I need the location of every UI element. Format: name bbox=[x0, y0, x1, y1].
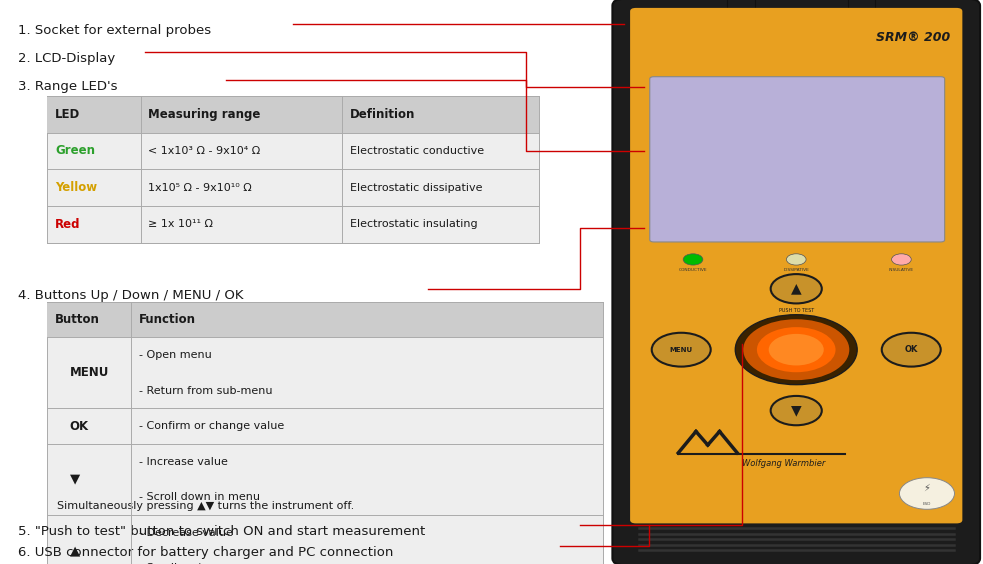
Circle shape bbox=[771, 396, 822, 425]
Text: Measuring range: Measuring range bbox=[148, 108, 260, 121]
Text: Button: Button bbox=[55, 313, 100, 326]
Circle shape bbox=[769, 334, 824, 365]
Text: ▼: ▼ bbox=[70, 473, 80, 486]
Text: Red: Red bbox=[55, 218, 81, 231]
Circle shape bbox=[882, 333, 941, 367]
Text: - Scroll down in menu: - Scroll down in menu bbox=[139, 492, 260, 502]
Text: - Confirm or change value: - Confirm or change value bbox=[139, 421, 284, 431]
Text: Electrostatic insulating: Electrostatic insulating bbox=[350, 219, 478, 229]
Circle shape bbox=[743, 319, 849, 380]
Text: OK: OK bbox=[70, 420, 88, 433]
Text: DISSIPATIVE: DISSIPATIVE bbox=[783, 268, 809, 272]
Text: 1x10⁵ Ω - 9x10¹⁰ Ω: 1x10⁵ Ω - 9x10¹⁰ Ω bbox=[148, 183, 253, 192]
Text: 1. Socket for external probes: 1. Socket for external probes bbox=[18, 24, 210, 37]
Text: SRM® 200: SRM® 200 bbox=[876, 31, 951, 44]
Text: 6. USB connector for battery charger and PC connection: 6. USB connector for battery charger and… bbox=[18, 546, 393, 559]
FancyBboxPatch shape bbox=[630, 8, 962, 523]
Text: Electrostatic conductive: Electrostatic conductive bbox=[350, 146, 484, 156]
Circle shape bbox=[892, 254, 911, 265]
Text: MENU: MENU bbox=[70, 366, 109, 380]
Text: < 1x10³ Ω - 9x10⁴ Ω: < 1x10³ Ω - 9x10⁴ Ω bbox=[148, 146, 260, 156]
Text: Yellow: Yellow bbox=[55, 181, 97, 194]
Text: ▲: ▲ bbox=[70, 544, 80, 557]
Text: Electrostatic dissipative: Electrostatic dissipative bbox=[350, 183, 483, 192]
Text: - Decrease value: - Decrease value bbox=[139, 528, 232, 537]
Text: MENU: MENU bbox=[669, 347, 693, 352]
Text: 3. Range LED's: 3. Range LED's bbox=[18, 80, 117, 93]
Text: Definition: Definition bbox=[350, 108, 416, 121]
Bar bbox=[47, 96, 539, 243]
Text: 4. Buttons Up / Down / MENU / OK: 4. Buttons Up / Down / MENU / OK bbox=[18, 289, 243, 302]
FancyBboxPatch shape bbox=[650, 77, 945, 242]
Text: PUSH TO TEST: PUSH TO TEST bbox=[779, 308, 814, 313]
FancyBboxPatch shape bbox=[612, 0, 980, 564]
Text: LED: LED bbox=[55, 108, 81, 121]
Text: - Return from sub-menu: - Return from sub-menu bbox=[139, 386, 272, 395]
Text: ▼: ▼ bbox=[791, 404, 801, 417]
Text: Green: Green bbox=[55, 144, 95, 157]
Circle shape bbox=[652, 333, 711, 367]
Text: ▲: ▲ bbox=[791, 282, 801, 296]
Text: CONDUCTIVE: CONDUCTIVE bbox=[678, 268, 708, 272]
Bar bbox=[47, 96, 539, 133]
Text: ESD: ESD bbox=[923, 501, 931, 506]
Bar bbox=[47, 302, 603, 564]
Circle shape bbox=[899, 478, 954, 509]
Text: ⚡: ⚡ bbox=[924, 483, 930, 493]
Text: 2. LCD-Display: 2. LCD-Display bbox=[18, 52, 115, 65]
Text: - Increase value: - Increase value bbox=[139, 457, 227, 466]
Bar bbox=[727, 0, 755, 20]
Text: 5. "Push to test" button to switch ON and start measurement: 5. "Push to test" button to switch ON an… bbox=[18, 525, 425, 537]
Circle shape bbox=[735, 315, 857, 385]
Circle shape bbox=[771, 274, 822, 303]
Text: - Scroll up in menu: - Scroll up in menu bbox=[139, 563, 244, 564]
Text: Simultaneously pressing ▲▼ turns the instrument off.: Simultaneously pressing ▲▼ turns the ins… bbox=[57, 501, 354, 511]
Bar bbox=[47, 302, 603, 337]
Text: INSULATIVE: INSULATIVE bbox=[889, 268, 914, 272]
Circle shape bbox=[683, 254, 703, 265]
Bar bbox=[847, 0, 876, 20]
Text: ≥ 1x 10¹¹ Ω: ≥ 1x 10¹¹ Ω bbox=[148, 219, 213, 229]
Text: Wolfgang Warmbier: Wolfgang Warmbier bbox=[742, 459, 826, 468]
Text: Function: Function bbox=[139, 313, 196, 326]
Circle shape bbox=[757, 327, 836, 372]
Text: - Open menu: - Open menu bbox=[139, 350, 211, 360]
Text: OK: OK bbox=[904, 345, 918, 354]
Circle shape bbox=[786, 254, 806, 265]
